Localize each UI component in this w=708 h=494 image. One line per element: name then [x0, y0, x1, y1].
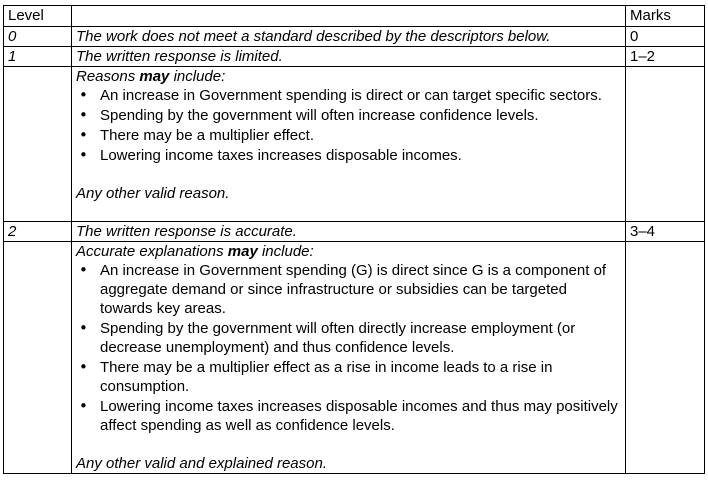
markscheme-table: Level Marks 0 The work does not meet a s…	[3, 5, 705, 474]
level-descriptor: The written response is limited.	[71, 46, 626, 67]
bullet-point: Spending by the government will often in…	[76, 106, 622, 125]
level-number: 0	[3, 26, 72, 47]
empty-marks-cell	[625, 66, 705, 222]
bullet-point: Lowering income taxes increases disposab…	[76, 146, 622, 165]
empty-level-cell	[3, 241, 72, 474]
bullet-point: There may be a multiplier effect as a ri…	[76, 358, 622, 396]
bullet-point: Lowering income taxes increases disposab…	[76, 397, 622, 435]
level-descriptor: The work does not meet a standard descri…	[71, 26, 626, 47]
descriptor-column-header	[71, 5, 626, 27]
level-marks: 3–4	[625, 221, 705, 242]
level-number: 2	[3, 221, 72, 242]
empty-level-cell	[3, 66, 72, 222]
emphasis-may: may	[139, 68, 170, 85]
level-row-1: 1 The written response is limited. 1–2	[3, 46, 705, 67]
level-2-notes-row: Accurate explanations may include: An in…	[3, 241, 705, 474]
notes-closing: Any other valid and explained reason.	[76, 455, 328, 472]
marks-column-header: Marks	[625, 5, 705, 27]
level-row-2: 2 The written response is accurate. 3–4	[3, 221, 705, 242]
level-column-header: Level	[3, 5, 72, 27]
level-2-notes: Accurate explanations may include: An in…	[71, 241, 626, 474]
spacer	[76, 166, 622, 184]
bullet-point: Spending by the government will often di…	[76, 319, 622, 357]
notes-intro: Reasons may include:	[76, 68, 226, 85]
bullet-point: An increase in Government spending is di…	[76, 86, 622, 105]
bullet-point: There may be a multiplier effect.	[76, 126, 622, 145]
notes-closing: Any other valid reason.	[76, 185, 230, 202]
level-1-notes: Reasons may include: An increase in Gove…	[71, 66, 626, 222]
emphasis-may: may	[227, 243, 258, 260]
level-row-0: 0 The work does not meet a standard desc…	[3, 26, 705, 47]
notes-intro: Accurate explanations may include:	[76, 243, 314, 260]
level-marks: 1–2	[625, 46, 705, 67]
header-row: Level Marks	[3, 5, 705, 27]
level-number: 1	[3, 46, 72, 67]
empty-marks-cell	[625, 241, 705, 474]
level-descriptor: The written response is accurate.	[71, 221, 626, 242]
notes-bullet-list: An increase in Government spending is di…	[76, 86, 622, 165]
level-marks: 0	[625, 26, 705, 47]
bullet-point: An increase in Government spending (G) i…	[76, 261, 622, 318]
spacer	[76, 436, 622, 454]
notes-bullet-list: An increase in Government spending (G) i…	[76, 261, 622, 435]
level-1-notes-row: Reasons may include: An increase in Gove…	[3, 66, 705, 222]
